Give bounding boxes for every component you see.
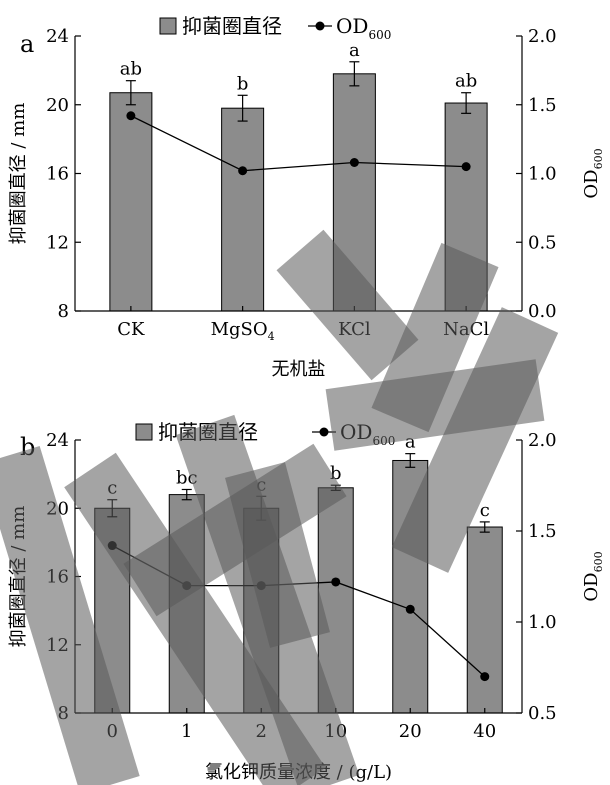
x-tick-label: 20 [399, 721, 422, 742]
bar [466, 526, 503, 714]
y2-tick-label: 1.0 [528, 164, 557, 185]
y-axis-title-right: OD600 [581, 551, 605, 601]
legend-line-label: OD600 [336, 14, 391, 42]
significance-letter: b [330, 463, 342, 484]
x-tick-label: 40 [473, 721, 496, 742]
y2-tick-label: 0.5 [528, 232, 557, 253]
legend-bar-swatch [135, 423, 153, 441]
y2-tick-label: 1.5 [528, 95, 557, 116]
od600-point [480, 672, 490, 682]
y2-tick-label: 2.0 [528, 26, 557, 47]
y-tick-label: 12 [46, 232, 69, 253]
od600-point [461, 162, 471, 172]
y-axis-title-right: OD600 [581, 148, 605, 198]
bar [221, 107, 265, 312]
legend-bar-label: 抑菌圈直径 [182, 14, 282, 38]
y-tick-label: 24 [46, 430, 69, 451]
y-tick-label: 8 [58, 301, 69, 322]
significance-letter: b [237, 73, 249, 94]
panel-label: a [20, 30, 34, 58]
y-tick-label: 16 [46, 164, 69, 185]
x-axis-title: 无机盐 [272, 359, 326, 380]
od600-point [349, 158, 359, 167]
significance-letter: ab [120, 59, 142, 80]
y2-tick-label: 0.0 [528, 301, 557, 322]
significance-letter: a [405, 432, 416, 453]
legend-bar-swatch [159, 17, 177, 35]
od600-point [331, 577, 341, 587]
significance-letter: ab [455, 71, 477, 92]
x-tick-label: CK [117, 319, 145, 340]
watermark [0, 229, 559, 785]
x-tick-label: 1 [181, 721, 192, 742]
y2-tick-label: 2.0 [528, 430, 557, 451]
od600-point [238, 166, 248, 176]
y2-tick-label: 1.0 [528, 612, 557, 633]
y2-tick-label: 0.5 [528, 703, 557, 724]
od600-point [126, 111, 136, 121]
legend-line-marker [319, 427, 329, 437]
od600-point [405, 604, 415, 614]
y-axis-title-left: 抑菌圈直径 / mm [8, 103, 29, 245]
legend-line-marker [315, 21, 325, 31]
bar [109, 92, 153, 312]
x-tick-label: MgSO4 [211, 319, 275, 343]
y-tick-label: 24 [46, 26, 69, 47]
significance-letter: c [480, 500, 490, 521]
y-tick-label: 20 [46, 95, 69, 116]
y2-tick-label: 1.5 [528, 521, 557, 542]
od600-line [130, 115, 467, 172]
significance-letter: a [349, 40, 360, 61]
